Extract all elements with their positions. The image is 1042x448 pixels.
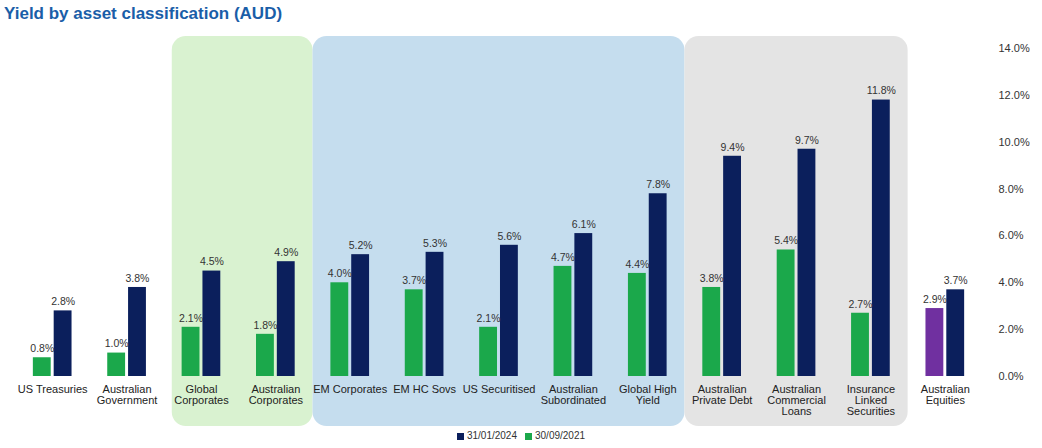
svg-text:4.0%: 4.0% xyxy=(999,276,1024,288)
svg-text:AustralianSubordinated: AustralianSubordinated xyxy=(541,383,606,406)
svg-text:2.1%: 2.1% xyxy=(477,312,501,324)
svg-text:6.0%: 6.0% xyxy=(999,229,1024,241)
svg-text:5.4%: 5.4% xyxy=(774,234,798,246)
svg-text:4.4%: 4.4% xyxy=(625,258,649,270)
svg-text:6.1%: 6.1% xyxy=(572,218,596,230)
svg-text:EM HC Sovs: EM HC Sovs xyxy=(393,383,456,395)
html-text:30/09/2021: 30/09/2021 xyxy=(535,430,586,441)
svg-text:2.1%: 2.1% xyxy=(179,312,203,324)
svg-text:Global HighYield: Global HighYield xyxy=(619,383,676,406)
svg-text:3.7%: 3.7% xyxy=(402,274,426,286)
svg-text:4.9%: 4.9% xyxy=(274,246,298,258)
svg-text:8.0%: 8.0% xyxy=(999,183,1024,195)
svg-text:4.0%: 4.0% xyxy=(328,267,352,279)
svg-text:3.8%: 3.8% xyxy=(126,272,150,284)
svg-text:4.5%: 4.5% xyxy=(200,255,224,267)
svg-text:AustralianCorporates: AustralianCorporates xyxy=(249,383,304,406)
html-text:Yield by asset classification: Yield by asset classification (AUD) xyxy=(4,4,283,23)
svg-text:AustralianEquities: AustralianEquities xyxy=(921,383,970,406)
svg-text:GlobalCorporates: GlobalCorporates xyxy=(174,383,229,406)
svg-text:5.3%: 5.3% xyxy=(423,237,447,249)
svg-text:1.8%: 1.8% xyxy=(253,319,277,331)
svg-text:5.2%: 5.2% xyxy=(349,239,373,251)
svg-text:11.8%: 11.8% xyxy=(867,84,896,96)
svg-text:10.0%: 10.0% xyxy=(999,136,1030,148)
svg-text:EM Corporates: EM Corporates xyxy=(313,383,387,395)
svg-text:3.8%: 3.8% xyxy=(700,272,724,284)
svg-text:AustralianGovernment: AustralianGovernment xyxy=(97,383,158,406)
svg-text:14.0%: 14.0% xyxy=(999,42,1030,54)
svg-text:7.8%: 7.8% xyxy=(646,178,670,190)
svg-text:12.0%: 12.0% xyxy=(999,89,1030,101)
svg-text:US Securitised: US Securitised xyxy=(463,383,536,395)
svg-text:3.7%: 3.7% xyxy=(944,274,968,286)
svg-text:2.9%: 2.9% xyxy=(923,293,947,305)
svg-text:InsuranceLinkedSecurities: InsuranceLinkedSecurities xyxy=(847,383,896,417)
svg-text:2.7%: 2.7% xyxy=(849,298,873,310)
svg-text:AustralianPrivate Debt: AustralianPrivate Debt xyxy=(692,383,753,406)
svg-text:9.4%: 9.4% xyxy=(721,141,745,153)
svg-text:1.0%: 1.0% xyxy=(105,337,129,349)
svg-text:9.7%: 9.7% xyxy=(795,134,819,146)
svg-text:2.0%: 2.0% xyxy=(999,323,1024,335)
svg-text:US Treasuries: US Treasuries xyxy=(18,383,88,395)
svg-text:0.8%: 0.8% xyxy=(30,342,54,354)
svg-text:4.7%: 4.7% xyxy=(551,251,575,263)
svg-text:AustralianCommercialLoans: AustralianCommercialLoans xyxy=(767,383,826,417)
svg-text:0.0%: 0.0% xyxy=(999,370,1024,382)
html-text:31/01/2024: 31/01/2024 xyxy=(466,430,517,441)
svg-text:5.6%: 5.6% xyxy=(497,230,521,242)
svg-text:2.8%: 2.8% xyxy=(51,295,75,307)
